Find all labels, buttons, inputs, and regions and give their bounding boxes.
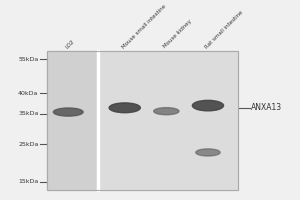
Bar: [47, 51, 238, 190]
Text: LO2: LO2: [65, 38, 76, 49]
Ellipse shape: [154, 108, 179, 115]
Ellipse shape: [109, 103, 140, 113]
Text: Rat small intestine: Rat small intestine: [204, 9, 244, 49]
Text: 25kDa: 25kDa: [18, 142, 38, 147]
Text: 15kDa: 15kDa: [18, 179, 38, 184]
Text: 55kDa: 55kDa: [18, 57, 38, 62]
Text: Mouse small intestine: Mouse small intestine: [121, 3, 167, 49]
Ellipse shape: [196, 149, 220, 156]
Bar: [98, 51, 238, 190]
Text: Mouse kidney: Mouse kidney: [163, 19, 193, 49]
Text: ANXA13: ANXA13: [251, 103, 282, 112]
Ellipse shape: [53, 108, 83, 116]
Text: 35kDa: 35kDa: [18, 111, 38, 116]
Text: 40kDa: 40kDa: [18, 91, 38, 96]
Bar: [47, 51, 98, 190]
Ellipse shape: [192, 100, 224, 111]
